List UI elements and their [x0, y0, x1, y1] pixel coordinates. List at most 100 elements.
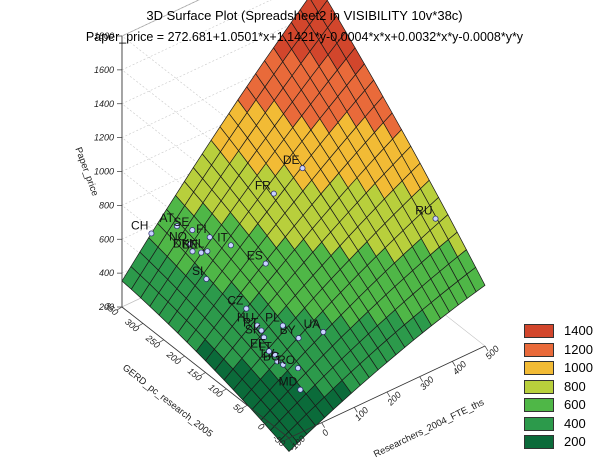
- z-tick-label: 800: [99, 200, 114, 210]
- point-label: SE: [173, 215, 189, 229]
- x-tick-label: 400: [451, 359, 469, 377]
- y-tick: [179, 355, 185, 360]
- z-tick-label: 1000: [94, 167, 114, 177]
- y-tick-label: 50: [231, 402, 245, 416]
- x-tick: [354, 407, 358, 413]
- point-label: CZ: [227, 294, 243, 308]
- legend-swatch: [524, 324, 554, 338]
- data-point: [320, 329, 327, 335]
- x-tick-label: 500: [483, 344, 501, 362]
- point-label: RO: [277, 353, 295, 367]
- surface-cell: [279, 431, 299, 452]
- point-label: UA: [304, 317, 321, 331]
- point-label: NL: [189, 236, 205, 250]
- point-label: SK: [245, 322, 261, 336]
- data-point: [295, 365, 302, 372]
- point-label: FR: [255, 179, 271, 193]
- z-tick-label: 600: [99, 234, 114, 244]
- data-point: [271, 351, 278, 358]
- data-point: [279, 322, 286, 329]
- data-point: [204, 248, 211, 255]
- y-tick: [221, 388, 227, 393]
- legend-label: 1200: [564, 341, 593, 357]
- x-tick-label: 100: [353, 405, 371, 423]
- data-point: [187, 241, 193, 248]
- chart-subtitle: Paper_price = 272.681+1.0501*x+1.1421*y-…: [85, 30, 524, 44]
- x-tick-label: 300: [418, 374, 436, 392]
- y-tick: [200, 372, 206, 376]
- x-tick: [288, 437, 293, 444]
- legend-item: 1200: [522, 341, 608, 360]
- z-tick-label: 1800: [94, 31, 114, 41]
- z-tick-label: 1400: [94, 99, 114, 109]
- data-point: [227, 242, 234, 249]
- point-label: IT: [217, 230, 228, 244]
- legend-item: 800: [522, 378, 608, 397]
- data-point: [203, 276, 210, 283]
- data-point: [243, 305, 250, 312]
- y-tick-label: 0: [256, 421, 266, 432]
- legend-label: 400: [564, 415, 586, 431]
- data-point: [280, 361, 287, 368]
- z-tick-label: 200: [98, 302, 114, 312]
- y-tick: [116, 306, 123, 311]
- legend-item: 1000: [522, 359, 608, 378]
- legend-label: 200: [564, 434, 586, 449]
- z-tick-label: 400: [99, 268, 114, 278]
- data-point: [189, 248, 196, 255]
- data-point: [258, 327, 265, 334]
- point-label: PL: [265, 311, 280, 325]
- legend-item: 1400: [522, 322, 608, 341]
- legend-swatch: [524, 416, 554, 431]
- data-point: [260, 334, 267, 341]
- legend-swatch: [524, 342, 554, 357]
- chart-title: 3D Surface Plot (Spreadsheet2 in VISIBIL…: [146, 8, 463, 23]
- data-point: [174, 223, 180, 230]
- y-tick: [137, 323, 144, 327]
- point-label: CH: [131, 218, 148, 232]
- x-tick: [386, 391, 391, 398]
- legend-swatch: [524, 398, 554, 412]
- legend-label: 800: [564, 378, 586, 394]
- data-point: [299, 165, 306, 172]
- x-tick: [321, 422, 325, 428]
- point-label: DE: [283, 153, 300, 167]
- z-tick-label: 1200: [94, 133, 114, 143]
- data-point: [274, 358, 281, 365]
- y-tick: [283, 437, 290, 442]
- data-point: [206, 234, 213, 241]
- legend: 1400 1200 1000 800 600 400 200: [522, 322, 608, 452]
- point-label: EE: [250, 336, 266, 350]
- point-label: AT: [160, 211, 175, 225]
- legend-swatch: [524, 435, 554, 449]
- point-label: MD: [279, 375, 298, 389]
- legend-item: 600: [522, 396, 608, 415]
- point-label: HU: [237, 311, 254, 325]
- legend-item: 400: [522, 415, 608, 434]
- surface: [121, 0, 486, 452]
- point-label: SI: [192, 264, 203, 278]
- legend-label: 1400: [564, 323, 593, 338]
- x-tick: [452, 361, 456, 367]
- data-point: [262, 260, 269, 267]
- x-tick: [484, 345, 489, 352]
- data-point: [266, 348, 272, 355]
- data-point: [148, 230, 155, 237]
- data-point: [189, 227, 196, 234]
- y-tick: [158, 339, 164, 344]
- legend-swatch: [524, 361, 554, 375]
- data-point: [295, 335, 302, 342]
- data-point: [270, 190, 277, 197]
- legend-swatch: [524, 379, 554, 394]
- x-tick: [419, 376, 423, 382]
- legend-label: 1000: [564, 360, 593, 375]
- y-tick: [262, 421, 269, 425]
- point-label: NO: [169, 229, 187, 243]
- z-tick-label: 1600: [94, 65, 114, 75]
- point-label: DK: [173, 236, 190, 250]
- x-axis-label: Researchers_2004_FTE_ths: [372, 397, 486, 460]
- data-point: [198, 249, 205, 256]
- data-point: [254, 322, 261, 329]
